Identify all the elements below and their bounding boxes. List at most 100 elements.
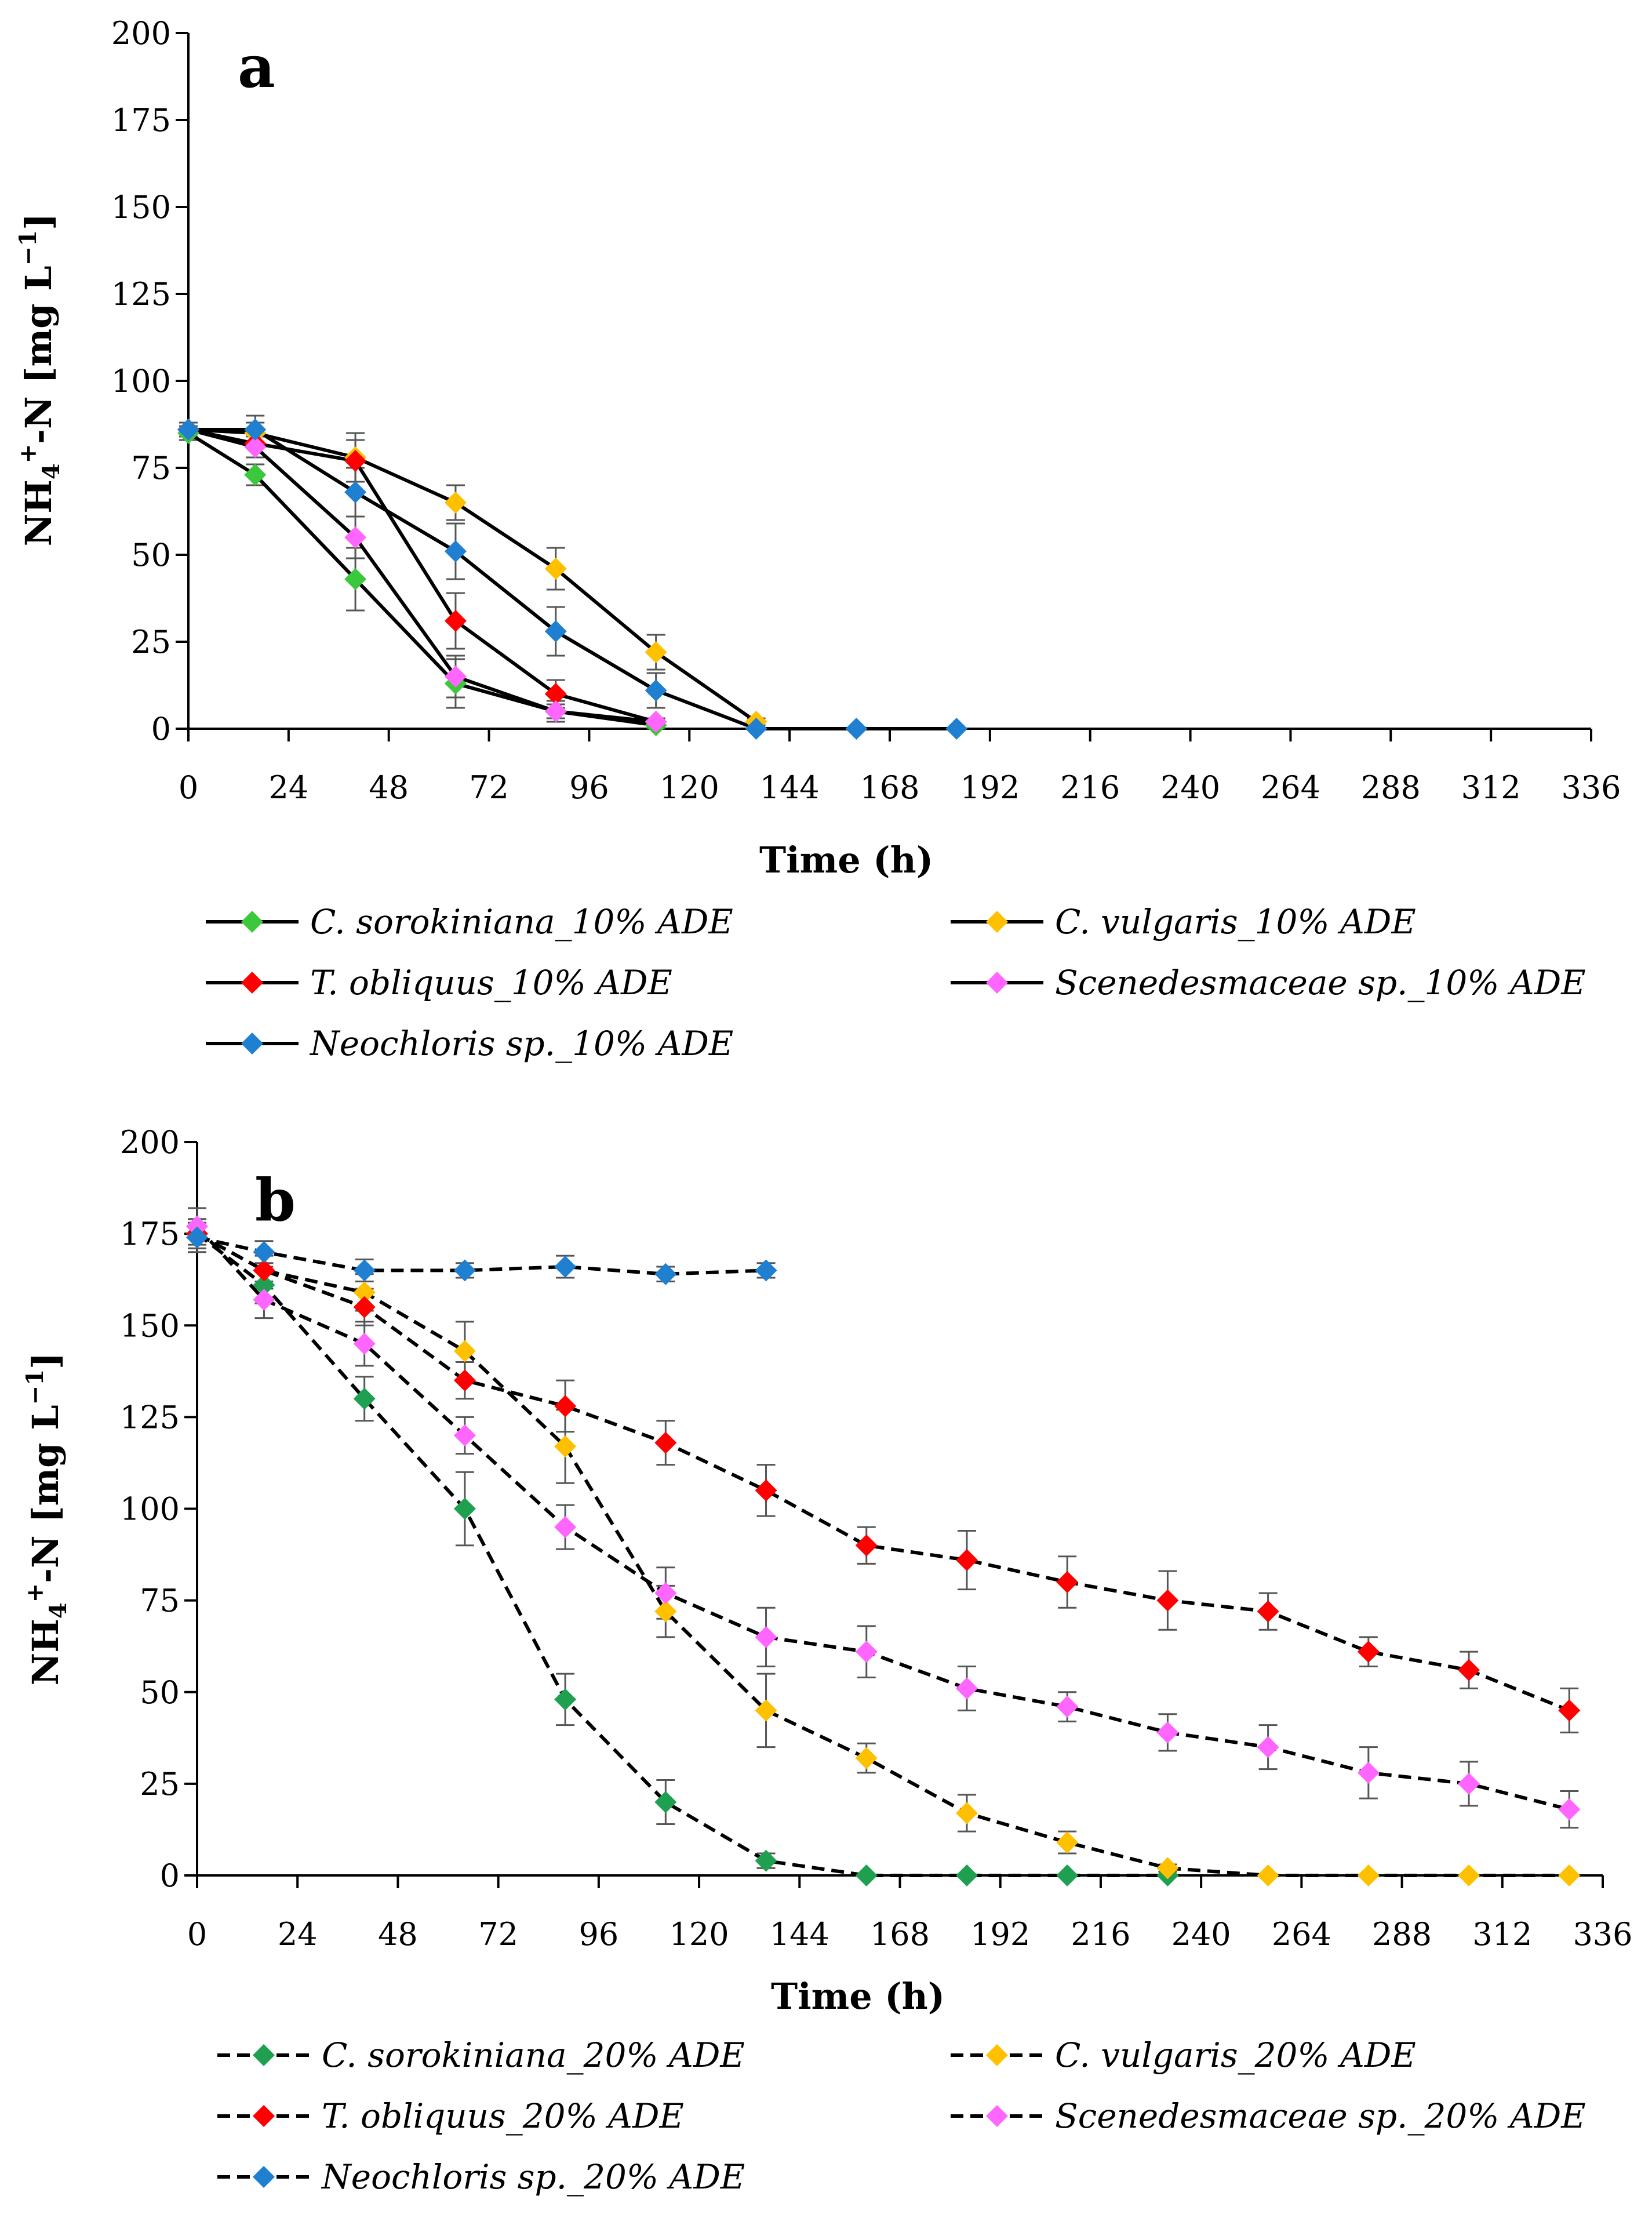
pa-data-point-4 [745,718,767,740]
pb-data-point-1 [1156,1857,1179,1879]
pa-data-point-4 [177,419,199,441]
axes-b: 0 25 50 75 100 125 150 175 200 0 24 48 72 96 120 144 168… [120,1124,1633,1953]
pb-data-point-1 [1056,1831,1079,1854]
pa-legend-marker-4 [241,1033,263,1055]
pb-data-point-3 [253,1288,275,1311]
y-axis-title-b-main: NH [24,1619,67,1685]
pb-data-point-2 [1357,1641,1380,1663]
pb-y-tick-label: 200 [120,1124,180,1161]
y-axis-title-a-sup: + [14,444,42,464]
panel-a: a 0 25 50 75 100 125 150 175 200 0 24 48 72 96 120 144 1… [14,15,1621,1063]
pa-x-tick-label: 240 [1160,769,1220,806]
pa-data-point-2 [544,683,567,705]
pb-legend-marker-0 [253,2044,275,2066]
legend-a: C. sorokiniana_10% ADE C. vulgaris_10% AD… [206,902,1586,1063]
pb-data-point-4 [253,1241,275,1263]
pa-x-tick-label: 192 [960,769,1020,806]
pb-data-point-2 [654,1431,677,1454]
pb-data-point-2 [1558,1699,1581,1722]
pb-data-point-1 [855,1747,878,1769]
pb-data-point-3 [353,1332,376,1355]
pa-data-point-2 [444,610,467,632]
pb-data-point-0 [554,1688,577,1711]
pb-x-tick-label: 192 [970,1916,1030,1953]
pb-legend-label-3: Scenedesmaceae sp._20% ADE [1055,2096,1586,2136]
panel-label-b: b [255,1166,296,1234]
pa-series-line-2 [188,428,657,724]
pb-data-point-0 [253,1274,275,1296]
pb-data-point-2 [1458,1659,1480,1681]
pb-legend-label-0: C. sorokiniana_20% ADE [322,2035,745,2075]
pb-data-point-4 [353,1259,376,1282]
pb-legend-label-1: C. vulgaris_20% ADE [1055,2035,1416,2075]
pb-data-point-1 [955,1802,978,1824]
pb-data-point-3 [453,1424,476,1446]
pb-data-point-1 [1257,1864,1279,1886]
pb-data-point-1 [353,1281,376,1304]
pb-data-point-2 [1156,1589,1179,1612]
y-axis-title-a-mid: -N [mg L [17,266,60,443]
pa-x-tick-label: 336 [1561,769,1621,806]
pb-legend-marker-3 [986,2105,1008,2127]
pb-data-point-3 [855,1641,878,1663]
pb-y-tick-label: 0 [160,1857,180,1894]
pa-y-tick-label: 150 [111,189,171,226]
axes-a: 0 25 50 75 100 125 150 175 200 0 24 48 72 96 120 144 168… [111,15,1621,806]
pb-y-tick-label: 50 [140,1674,180,1711]
pb-y-tick-label: 75 [140,1583,180,1619]
pa-data-point-4 [444,540,467,562]
pa-data-point-1 [444,492,467,514]
pa-y-tick-label: 75 [131,450,171,486]
pa-y-tick-label: 50 [131,537,171,573]
pa-series-line-3 [188,428,656,724]
pa-x-tick-label: 288 [1361,769,1421,806]
pb-data-point-3 [755,1626,777,1648]
y-axis-title-b-exp: −1 [21,1369,49,1405]
pa-legend-marker-2 [241,972,263,994]
pb-data-point-2 [855,1534,878,1557]
pa-data-point-0 [344,568,367,590]
pa-data-point-3 [645,711,667,733]
pb-data-point-3 [1257,1736,1279,1758]
pb-x-tick-label: 216 [1071,1916,1130,1953]
pb-x-tick-label: 48 [378,1916,418,1953]
series-b [186,1207,1581,1886]
pb-y-tick-label: 125 [120,1399,180,1435]
panel-label-a: a [238,32,275,101]
pb-legend-marker-2 [253,2105,275,2127]
series-a [177,415,968,740]
pa-y-tick-label: 25 [131,624,171,660]
pa-data-point-4 [845,718,868,740]
panel-b: b 0 25 50 75 100 125 150 175 200 0 24 48 72 96 120 144 1… [21,1124,1633,2197]
pa-legend-label-4: Neochloris sp._10% ADE [309,1024,733,1063]
pb-x-tick-label: 168 [870,1916,930,1953]
pb-data-point-4 [453,1259,476,1282]
pb-series-line-2 [196,1232,1570,1713]
y-axis-title-a: NH4+-N [mg L−1] [14,213,65,547]
pb-data-point-1 [554,1435,577,1457]
pb-y-tick-label: 150 [120,1307,180,1344]
pa-x-tick-label: 0 [179,769,198,806]
pb-legend-marker-4 [253,2166,275,2188]
pb-legend-label-2: T. obliquus_20% ADE [322,2096,684,2136]
y-axis-title-b-sub: 4 [45,1602,72,1619]
pa-data-point-4 [645,679,667,701]
pb-legend-marker-1 [986,2044,1008,2066]
pb-x-tick-label: 72 [478,1916,518,1953]
pb-data-point-0 [1056,1864,1079,1886]
pa-x-tick-label: 168 [860,769,919,806]
pb-data-point-3 [554,1516,577,1539]
pa-x-tick-label: 72 [469,769,509,806]
pb-data-point-4 [554,1256,577,1278]
y-axis-title-b-sup: + [21,1583,49,1603]
pb-data-point-0 [855,1864,878,1886]
pb-data-point-1 [1458,1864,1480,1886]
pa-x-tick-label: 144 [760,769,820,806]
pa-legend-label-0: C. sorokiniana_10% ADE [310,902,733,941]
pb-data-point-3 [1156,1721,1179,1744]
pb-x-tick-label: 24 [278,1916,318,1953]
pb-data-point-1 [654,1600,677,1623]
pa-data-point-4 [344,481,367,503]
